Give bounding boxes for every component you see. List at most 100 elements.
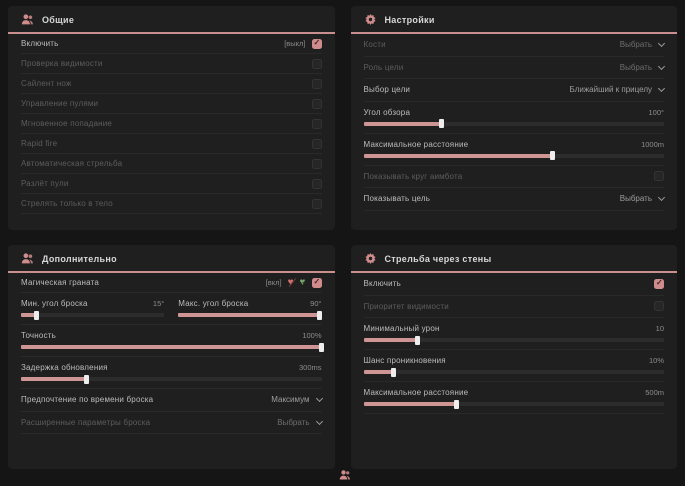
slider-label: Мин. угол броска xyxy=(21,299,88,308)
instant-hit-checkbox[interactable] xyxy=(311,118,322,129)
toggle-row-visibility-priority: Приоритет видимости xyxy=(363,296,664,318)
slider-row-update-delay: Задержка обновления 300ms xyxy=(21,357,322,389)
dropdown-row-advanced-throw-params: Расширенные параметры броска Выбрать xyxy=(21,412,323,434)
enable-checkbox[interactable] xyxy=(311,38,322,49)
dropdown-label: Расширенные параметры броска xyxy=(21,417,151,427)
target-choice-dropdown[interactable]: Ближайший к прицелу xyxy=(570,85,666,94)
toggle-row-auto-fire: Автоматическая стрельба xyxy=(21,154,322,174)
min-throw-angle-slider[interactable] xyxy=(21,310,165,320)
visibility-priority-checkbox[interactable] xyxy=(654,301,664,312)
slider-value: 90° xyxy=(310,299,322,308)
keybind-label[interactable]: [выкл] xyxy=(284,39,306,48)
toggle-row-enable: Включить xyxy=(363,273,664,296)
dropdown-row-target-choice: Выбор цели Ближайший к прицелу xyxy=(363,79,666,102)
slider-value: 1000m xyxy=(641,139,664,149)
slider-label: Минимальный урон xyxy=(363,324,440,333)
slider-value: 10% xyxy=(648,356,664,365)
slider-row-min-damage: Минимальный урон 10 xyxy=(363,318,664,350)
panel-title: Дополнительно xyxy=(42,253,117,264)
slider-value: 100% xyxy=(302,331,322,340)
min-damage-slider[interactable] xyxy=(363,335,664,345)
dropdown-label: Роль цели xyxy=(363,62,404,72)
dropdown-label: Предпочтение по времени броска xyxy=(21,395,154,405)
slider-row-fov: Угол обзора 100° xyxy=(363,102,664,134)
gear-icon xyxy=(364,13,377,26)
chevron-down-icon xyxy=(315,417,323,425)
dropdown-label: Выбор цели xyxy=(363,85,411,95)
dropdown-row-throw-time-pref: Предпочтение по времени броска Максимум xyxy=(21,389,323,412)
toggle-label: Показывать круг аимбота xyxy=(363,171,463,181)
silent-knife-checkbox[interactable] xyxy=(311,78,322,89)
dropdown-label: Кости xyxy=(363,40,386,50)
chevron-down-icon xyxy=(657,85,666,93)
max-throw-angle-slider[interactable] xyxy=(178,310,322,320)
slider-value: 300ms xyxy=(298,363,322,372)
auto-fire-checkbox[interactable] xyxy=(311,158,322,169)
panel-general: Общие Включить [выкл] Проверка видимости… xyxy=(8,6,335,230)
slider-row-max-distance: Максимальное расстояние 1000m xyxy=(363,134,664,166)
toggle-row-show-aimbot-circle: Показывать круг аимбота xyxy=(363,166,664,188)
show-target-dropdown[interactable]: Выбрать xyxy=(620,194,666,203)
update-delay-slider[interactable] xyxy=(21,374,322,384)
visibility-check-checkbox[interactable] xyxy=(311,58,322,69)
bullet-spread-checkbox[interactable] xyxy=(311,178,322,189)
panel-grid: Общие Включить [выкл] Проверка видимости… xyxy=(0,0,685,475)
rapid-fire-checkbox[interactable] xyxy=(311,138,322,149)
wallbang-enable-checkbox[interactable] xyxy=(654,278,664,289)
toggle-label: Разлёт пули xyxy=(21,179,69,188)
toggle-row-magic-grenade: Магическая граната [вкл] ♥ ♥ xyxy=(21,273,322,293)
panel-additional: Дополнительно Магическая граната [вкл] ♥… xyxy=(8,245,335,469)
bones-dropdown[interactable]: Выбрать xyxy=(620,40,666,49)
slider-value: 100° xyxy=(648,107,664,117)
gear-icon xyxy=(364,252,377,265)
panel-settings: Настройки Кости Выбрать Роль цели Выбрат… xyxy=(350,6,678,230)
panel-wallbang-header: Стрельба через стены xyxy=(351,245,678,271)
panel-settings-header: Настройки xyxy=(351,6,678,32)
toggle-row-visibility-check: Проверка видимости xyxy=(21,54,322,74)
advanced-throw-params-dropdown[interactable]: Выбрать xyxy=(277,417,323,427)
toggle-row-bullet-spread: Разлёт пули xyxy=(21,174,322,194)
header-divider xyxy=(350,32,677,34)
panel-additional-header: Дополнительно xyxy=(8,245,335,271)
slider-label: Точность xyxy=(21,331,57,340)
magic-grenade-checkbox[interactable] xyxy=(311,277,322,288)
slider-label: Максимальное расстояние xyxy=(363,139,469,149)
show-aimbot-circle-checkbox[interactable] xyxy=(654,171,664,182)
toggle-label: Проверка видимости xyxy=(21,59,103,68)
chevron-down-icon xyxy=(315,395,323,403)
slider-row-throw-angles: Мин. угол броска 15° Макс. угол броска 9… xyxy=(21,293,322,325)
toggle-label: Управление пулями xyxy=(21,99,99,108)
slider-row-penetration-chance: Шанс проникновения 10% xyxy=(363,350,664,382)
toggle-label: Rapid fire xyxy=(21,139,58,148)
toggle-label: Сайлент нож xyxy=(21,79,72,88)
header-divider xyxy=(8,32,335,34)
panel-wallbang: Стрельба через стены Включить Приоритет … xyxy=(350,245,678,469)
header-divider xyxy=(350,271,677,273)
heart-check-icon[interactable]: ♥ xyxy=(300,277,307,288)
toggle-label: Стрелять только в тело xyxy=(21,199,113,208)
panel-title: Стрельба через стены xyxy=(384,253,492,264)
penetration-chance-slider[interactable] xyxy=(363,367,664,377)
throw-time-pref-dropdown[interactable]: Максимум xyxy=(271,395,323,404)
toggle-row-instant-hit: Мгновенное попадание xyxy=(21,114,322,134)
accuracy-slider[interactable] xyxy=(21,342,323,352)
bullet-control-checkbox[interactable] xyxy=(311,98,322,109)
heart-slash-icon[interactable]: ♥ xyxy=(287,276,294,288)
wallbang-max-distance-slider[interactable] xyxy=(363,399,664,409)
toggle-row-rapid-fire: Rapid fire xyxy=(21,134,322,154)
slider-label: Максимальное расстояние xyxy=(363,388,469,397)
target-role-dropdown[interactable]: Выбрать xyxy=(620,62,666,72)
toggle-row-bullet-control: Управление пулями xyxy=(21,94,322,114)
dropdown-row-show-target: Показывать цель Выбрать xyxy=(363,188,666,211)
toggle-row-body-only: Стрелять только в тело xyxy=(21,194,322,214)
slider-label: Шанс проникновения xyxy=(363,356,446,365)
max-distance-slider[interactable] xyxy=(363,151,664,160)
header-divider xyxy=(8,271,335,273)
dropdown-row-bones: Кости Выбрать xyxy=(363,34,666,57)
fov-slider[interactable] xyxy=(363,119,664,128)
panel-general-header: Общие xyxy=(8,6,335,32)
chevron-down-icon xyxy=(657,194,666,202)
keybind-label[interactable]: [вкл] xyxy=(265,278,282,287)
users-icon xyxy=(21,13,34,26)
body-only-checkbox[interactable] xyxy=(311,198,322,209)
